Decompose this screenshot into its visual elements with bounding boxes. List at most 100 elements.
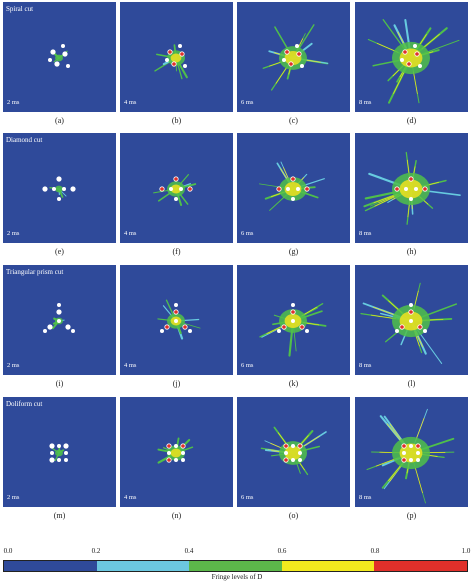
fracture-pattern xyxy=(48,44,71,69)
borehole xyxy=(401,457,407,463)
borehole xyxy=(291,444,296,449)
colorbar-segment xyxy=(281,561,375,571)
time-label: 6 ms xyxy=(241,362,254,369)
crack-line xyxy=(373,193,398,204)
colorbar-segment xyxy=(374,561,467,571)
borehole xyxy=(290,309,296,315)
borehole xyxy=(62,51,68,57)
colorbar-segment xyxy=(189,561,282,571)
borehole xyxy=(61,44,66,49)
borehole xyxy=(281,324,287,330)
colorbar-tick-label: 1.0 xyxy=(461,547,471,555)
panel-caption: (b) xyxy=(171,116,182,125)
borehole xyxy=(282,58,287,63)
fringe-panel: 8 ms xyxy=(355,265,468,375)
borehole xyxy=(62,187,67,192)
borehole xyxy=(423,329,428,334)
panel-caption: (k) xyxy=(288,379,299,388)
time-label: 2 ms xyxy=(7,494,20,501)
colorbar-segment xyxy=(4,561,97,571)
damage-zone xyxy=(55,449,63,457)
borehole xyxy=(174,444,179,449)
colorbar-tick-label: 0.2 xyxy=(91,547,101,555)
borehole xyxy=(418,64,423,69)
row-title: Diamond cut xyxy=(6,136,43,144)
borehole xyxy=(57,444,62,449)
crack-line xyxy=(266,325,284,335)
fringe-panel: Spiral cut 2 ms xyxy=(3,2,116,112)
borehole xyxy=(169,187,174,192)
fracture-pattern xyxy=(42,176,76,202)
fringe-panel: 8 ms xyxy=(355,2,468,112)
borehole xyxy=(166,457,172,463)
borehole xyxy=(188,329,193,334)
borehole xyxy=(404,187,409,192)
borehole xyxy=(416,458,421,463)
borehole xyxy=(71,329,76,334)
panel-caption: (m) xyxy=(53,511,66,520)
fracture-pattern xyxy=(157,437,194,464)
panel-caption: (i) xyxy=(55,379,64,388)
borehole xyxy=(417,324,423,330)
panel-caption: (f) xyxy=(172,247,181,256)
borehole xyxy=(422,186,428,192)
borehole xyxy=(296,51,302,57)
borehole xyxy=(291,303,296,308)
fringe-panel: Triangular prism cut 2 ms xyxy=(3,265,116,375)
time-label: 4 ms xyxy=(124,99,137,106)
borehole xyxy=(63,443,69,449)
fringe-panel: 6 ms xyxy=(237,265,350,375)
colorbar-tick-label: 0.4 xyxy=(184,547,194,555)
time-label: 8 ms xyxy=(359,494,372,501)
fringe-panel: 4 ms xyxy=(120,397,233,507)
borehole xyxy=(297,443,303,449)
borehole xyxy=(408,309,414,315)
panel-caption: (a) xyxy=(55,116,64,125)
panel-caption: (h) xyxy=(406,247,417,256)
fracture-pattern xyxy=(260,426,327,476)
borehole xyxy=(50,451,55,456)
borehole xyxy=(277,329,282,334)
time-label: 2 ms xyxy=(7,362,20,369)
crack-line xyxy=(275,67,287,84)
row-title: Triangular prism cut xyxy=(6,268,64,276)
panel-caption: (p) xyxy=(406,511,417,520)
time-label: 6 ms xyxy=(241,494,254,501)
panel-caption: (c) xyxy=(289,116,298,125)
row-title: Spiral cut xyxy=(6,5,34,13)
borehole xyxy=(165,58,170,63)
borehole xyxy=(64,451,69,456)
borehole xyxy=(173,309,179,315)
borehole xyxy=(47,324,53,330)
fringe-panel: Doliform cut 2 ms xyxy=(3,397,116,507)
borehole xyxy=(284,451,289,456)
borehole xyxy=(167,49,173,55)
fracture-pattern xyxy=(49,443,69,463)
borehole xyxy=(283,443,289,449)
crack-line xyxy=(413,71,418,94)
fracture-pattern xyxy=(262,24,329,91)
crack-line xyxy=(302,435,320,447)
time-label: 4 ms xyxy=(124,362,137,369)
fracture-pattern xyxy=(154,44,188,80)
borehole xyxy=(406,61,412,67)
damage-zone xyxy=(284,446,302,460)
borehole xyxy=(276,186,282,192)
borehole xyxy=(298,458,303,463)
colorbar-tick-label: 0.0 xyxy=(3,547,13,555)
time-label: 8 ms xyxy=(359,99,372,106)
borehole xyxy=(401,443,407,449)
borehole xyxy=(160,329,165,334)
borehole xyxy=(305,329,310,334)
colorbar-tick-label: 0.8 xyxy=(370,547,380,555)
time-label: 4 ms xyxy=(124,494,137,501)
borehole xyxy=(179,187,184,192)
borehole xyxy=(284,49,290,55)
crack-line xyxy=(393,71,405,94)
borehole xyxy=(409,319,414,324)
panel-caption: (d) xyxy=(406,116,417,125)
borehole xyxy=(290,176,296,182)
borehole xyxy=(399,324,405,330)
fracture-pattern xyxy=(157,299,201,340)
borehole xyxy=(409,303,414,308)
